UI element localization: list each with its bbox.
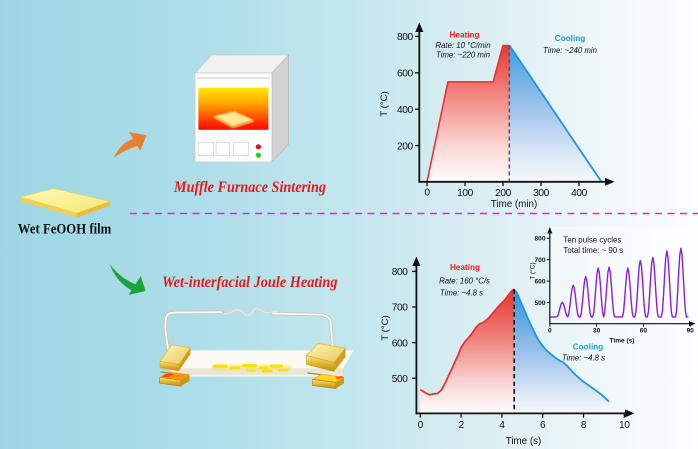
svg-text:T (°C): T (°C) (380, 315, 391, 341)
svg-text:Cooling: Cooling (555, 34, 585, 43)
svg-text:Time: ~4.8 s: Time: ~4.8 s (562, 354, 605, 363)
svg-text:Wet FeOOH film: Wet FeOOH film (18, 222, 112, 238)
svg-text:800: 800 (397, 32, 414, 43)
svg-text:10: 10 (619, 420, 630, 431)
svg-text:2: 2 (458, 420, 464, 431)
svg-text:30: 30 (593, 328, 601, 335)
svg-text:T (°C): T (°C) (529, 262, 537, 279)
svg-text:Heating: Heating (450, 263, 480, 272)
svg-text:800: 800 (392, 267, 409, 278)
svg-text:Muffle Furnace Sintering: Muffle Furnace Sintering (173, 179, 326, 196)
svg-text:600: 600 (392, 338, 409, 349)
svg-text:100: 100 (457, 188, 474, 199)
svg-text:Total time: ~ 90 s: Total time: ~ 90 s (563, 246, 623, 255)
svg-text:200: 200 (495, 188, 512, 199)
svg-text:0: 0 (418, 420, 424, 431)
svg-text:600: 600 (397, 69, 414, 80)
svg-text:600: 600 (534, 279, 545, 286)
svg-text:Time: ~240 min: Time: ~240 min (543, 46, 597, 55)
svg-text:400: 400 (397, 105, 414, 116)
svg-text:Cooling: Cooling (573, 342, 603, 351)
svg-text:Time: ~220 min: Time: ~220 min (436, 51, 490, 60)
svg-text:Heating: Heating (449, 30, 479, 39)
svg-text:300: 300 (533, 188, 550, 199)
svg-text:4: 4 (499, 420, 505, 431)
svg-text:200: 200 (397, 141, 414, 152)
svg-text:Rate: 160 °C/s: Rate: 160 °C/s (439, 277, 490, 286)
svg-text:0: 0 (424, 187, 430, 198)
svg-text:Time (min): Time (min) (491, 199, 537, 210)
svg-text:Wet-interfacial Joule Heating: Wet-interfacial Joule Heating (162, 274, 338, 291)
svg-text:6: 6 (540, 420, 546, 431)
svg-text:60: 60 (640, 328, 648, 335)
svg-text:700: 700 (392, 303, 409, 314)
svg-text:500: 500 (534, 300, 545, 307)
svg-text:8: 8 (581, 420, 587, 431)
svg-text:Time (s): Time (s) (506, 436, 542, 447)
svg-text:90: 90 (687, 328, 695, 335)
svg-text:T (°C): T (°C) (379, 91, 390, 117)
svg-text:Time: ~4.8 s: Time: ~4.8 s (440, 289, 483, 298)
svg-text:400: 400 (571, 188, 588, 199)
svg-text:Ten pulse cycles: Ten pulse cycles (563, 235, 621, 244)
svg-text:Time (s): Time (s) (610, 338, 635, 345)
svg-text:Rate: 10 °C/min: Rate: 10 °C/min (435, 41, 490, 50)
svg-text:800: 800 (534, 236, 545, 243)
svg-text:500: 500 (392, 374, 409, 385)
svg-text:700: 700 (534, 257, 545, 264)
svg-text:0: 0 (548, 328, 552, 335)
